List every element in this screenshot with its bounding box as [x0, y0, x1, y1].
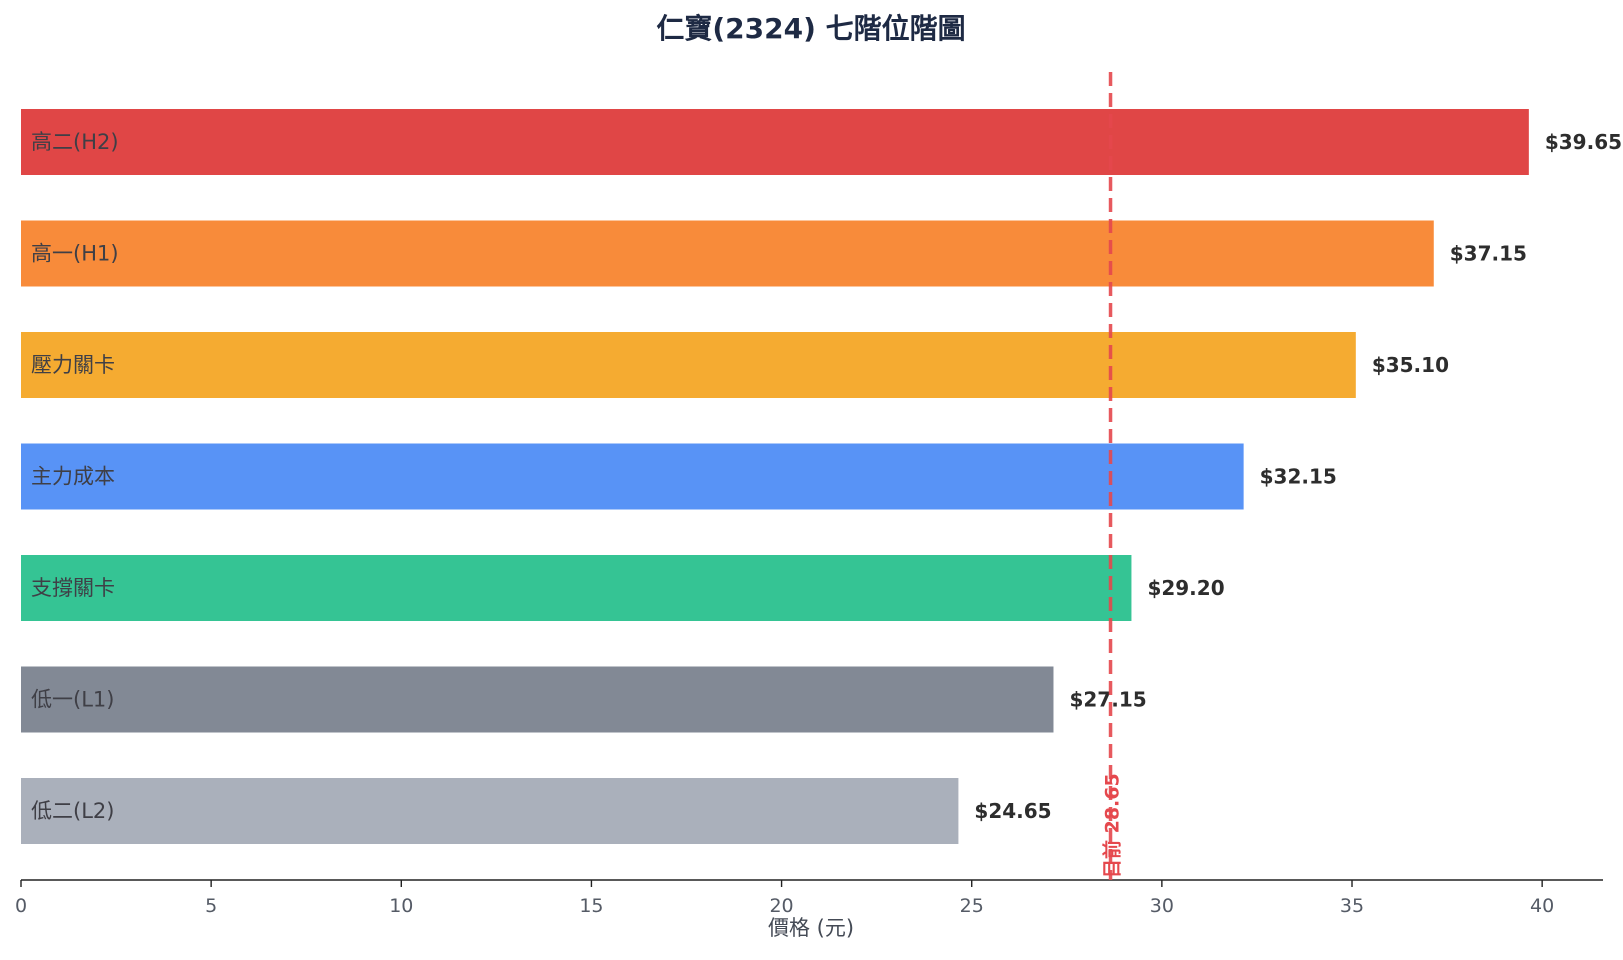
bar-6 [21, 778, 959, 844]
bar-0 [21, 109, 1529, 175]
x-tick-label-7: 35 [1340, 895, 1364, 917]
bar-category-label-5: 低一(L1) [31, 688, 114, 712]
x-tick-label-8: 40 [1530, 895, 1554, 917]
chart-title: 仁寶(2324) 七階位階圖 [656, 12, 965, 45]
bars-layer: 高二(H2) $39.65 高一(H1) $37.15 壓力關卡 $35.10 主力成本 $3… [21, 109, 1622, 844]
x-tick-label-0: 0 [15, 895, 27, 917]
bar-2 [21, 332, 1356, 398]
bar-5 [21, 666, 1054, 733]
x-tick-label-2: 10 [389, 895, 413, 917]
bar-1 [21, 220, 1434, 287]
bar-value-label-4: $29.20 [1147, 576, 1224, 600]
bar-value-label-6: $24.65 [974, 799, 1051, 823]
bar-category-label-0: 高二(H2) [31, 130, 119, 154]
x-tick-label-6: 30 [1150, 895, 1174, 917]
bar-value-label-3: $32.15 [1260, 465, 1337, 489]
bar-value-label-5: $27.15 [1069, 688, 1146, 712]
bar-category-label-1: 高一(H1) [31, 242, 119, 266]
bar-value-label-1: $37.15 [1450, 242, 1527, 266]
bar-value-label-0: $39.65 [1545, 130, 1622, 154]
x-tick-label-3: 15 [579, 895, 603, 917]
bar-category-label-4: 支撐關卡 [31, 576, 115, 600]
bar-category-label-3: 主力成本 [31, 465, 115, 489]
x-tick-label-4: 20 [769, 895, 793, 917]
current-price-label: 目前 28.65 [1101, 773, 1124, 878]
current-price-marker: 目前 28.65 [1101, 72, 1124, 880]
bar-category-label-2: 壓力關卡 [31, 353, 115, 377]
bar-3 [21, 443, 1244, 510]
x-axis: 0 5 10 15 20 25 30 35 40 [15, 879, 1603, 917]
bar-4 [21, 555, 1132, 621]
x-axis-title: 價格 (元) [768, 916, 854, 940]
x-tick-label-5: 25 [960, 895, 984, 917]
x-tick-label-1: 5 [205, 895, 217, 917]
bar-category-label-6: 低二(L2) [31, 799, 114, 823]
bar-value-label-2: $35.10 [1372, 353, 1449, 377]
